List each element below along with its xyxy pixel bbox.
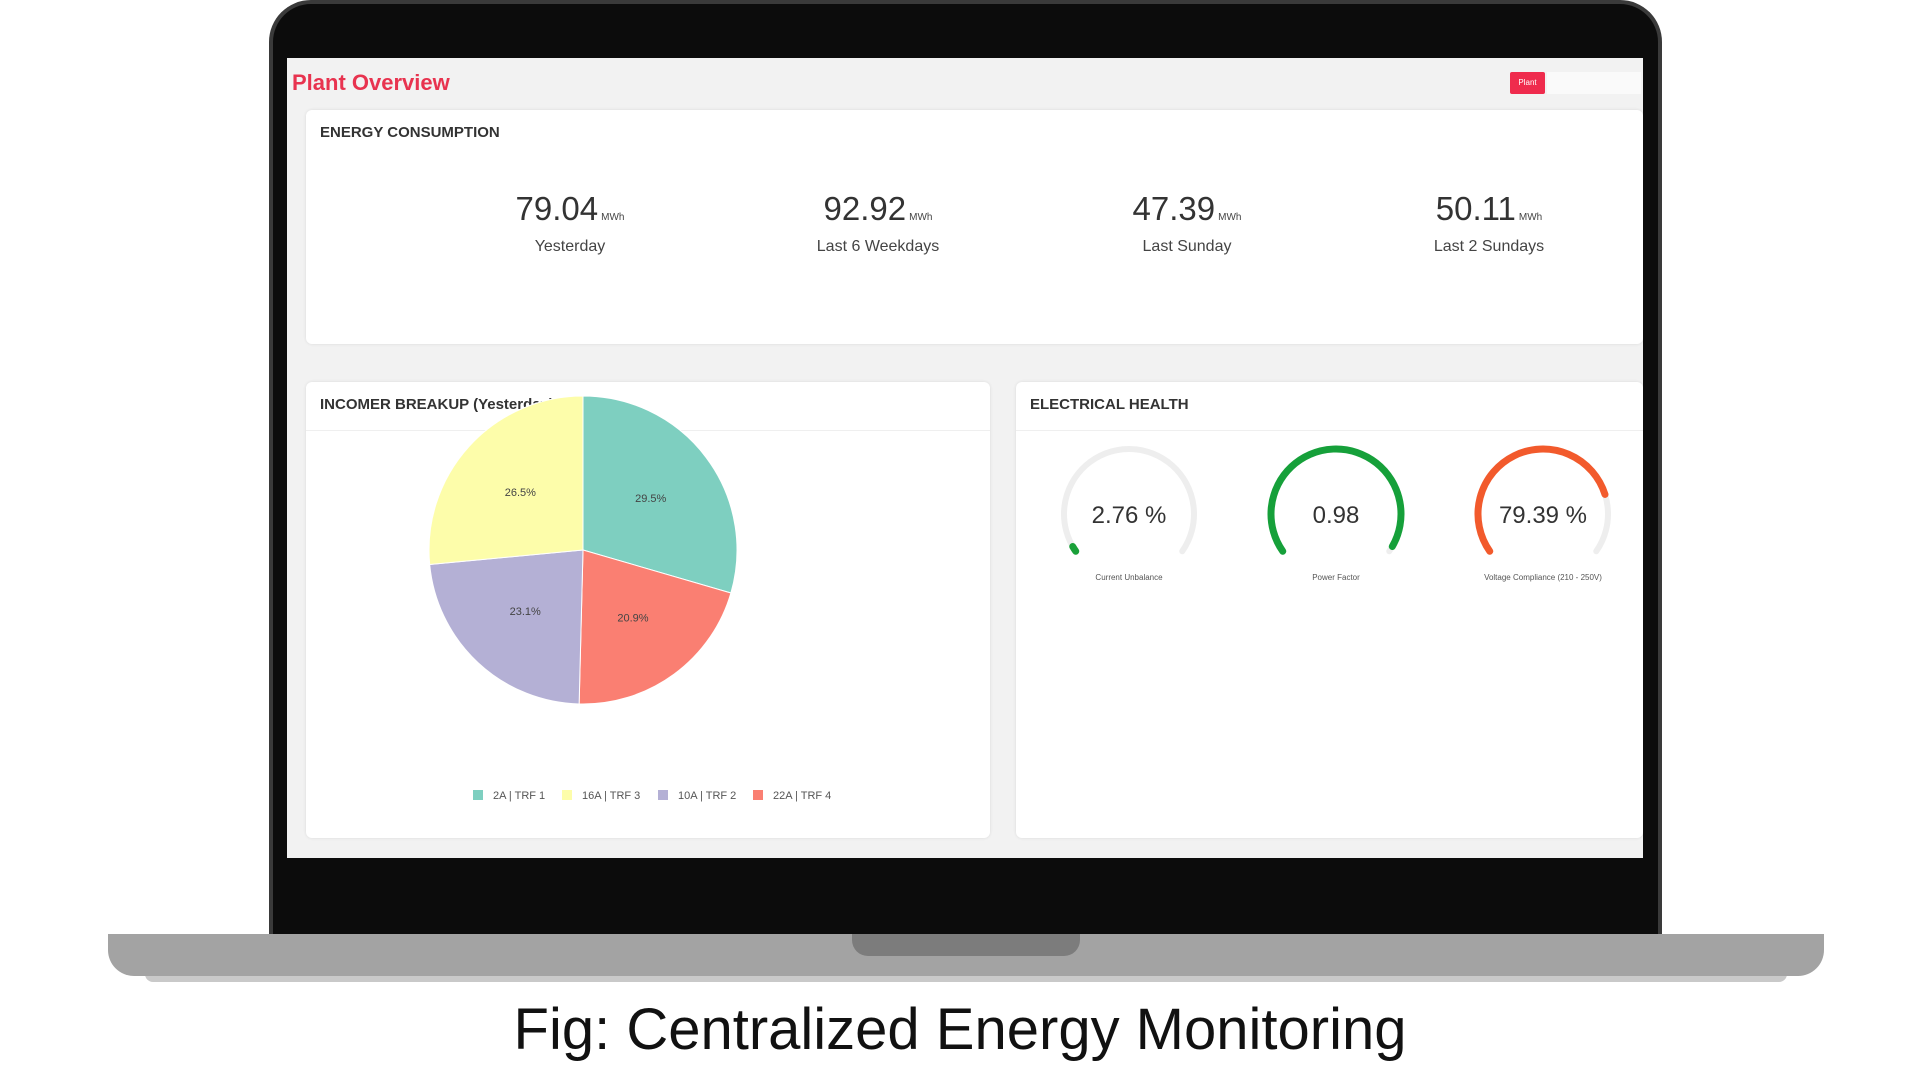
kpi-label: Last Sunday [1142,238,1232,255]
kpi-label: Last 6 Weekdays [816,238,940,255]
gauges-area: 2.76 % Current Unbalance 0.98 Power Factor 7… [1061,445,1611,582]
kpi-unit: MWh [601,212,625,223]
pie-slice-label: 23.1% [510,606,541,618]
pie-slice-16a-trf-3[interactable] [428,395,584,566]
legend-item-10a-trf-2[interactable]: 10A | TRF 2 [658,790,736,802]
pie-slice-2a-trf-1[interactable] [582,395,738,594]
gauge-value: 2.76 % [1092,502,1167,529]
legend-item-22a-trf-4[interactable]: 22A | TRF 4 [753,790,831,802]
electrical-health-title: ELECTRICAL HEALTH [1030,396,1189,413]
kpi-value: 79.04 [515,190,599,227]
kpi-last-sunday: 47.39 MWh Last Sunday [1077,190,1297,256]
legend-item-16a-trf-3[interactable]: 16A | TRF 3 [562,790,640,802]
pie-slice-22a-trf-4[interactable] [578,549,732,705]
legend-label: 16A | TRF 3 [582,790,640,802]
pie-chart: 29.5% 20.9% 23.1% 26.5% 2A | TRF 1 16A | TRF … [428,395,831,802]
laptop-base-shadow [145,974,1787,982]
gauge-fill [1474,445,1609,555]
legend-label: 10A | TRF 2 [678,790,736,802]
figure-caption: Fig: Centralized Energy Monitoring [513,997,1407,1062]
gauge-current-unbalance: 2.76 % Current Unbalance [1061,446,1197,582]
gauge-track [1061,446,1197,555]
gauge-voltage-compliance-210-250v: 79.39 % Voltage Compliance (210 - 250V) [1474,445,1611,582]
gauge-label: Power Factor [1312,573,1360,582]
kpi-last-6-weekdays: 92.92 MWh Last 6 Weekdays [768,190,988,256]
gauge-label: Current Unbalance [1095,573,1163,582]
gauge-label: Voltage Compliance (210 - 250V) [1484,573,1602,582]
electrical-health-card: ELECTRICAL HEALTH 2.76 % Current Unbalanc… [1016,382,1643,838]
kpi-unit: MWh [1218,212,1242,223]
pie-slice-label: 26.5% [505,487,536,499]
pie-slice-label: 20.9% [617,612,648,624]
pie-slice-10a-trf-2[interactable] [429,549,584,705]
kpi-yesterday: 79.04 MWh Yesterday [460,190,680,256]
dashboard-screen: Plant Overview Plant ENERGY CONSUMPTION … [287,58,1643,858]
legend-label: 2A | TRF 1 [493,790,545,802]
legend-swatch [562,790,572,800]
gauge-fill [1267,445,1405,555]
gauge-fill [1069,543,1080,555]
kpi-value: 50.11 [1435,190,1516,227]
gauge-value: 0.98 [1313,502,1360,529]
gauge-value: 79.39 % [1499,502,1587,529]
incomer-breakup-title: INCOMER BREAKUP (Yesterday) [320,396,554,413]
kpi-last-2-sundays: 50.11 MWh Last 2 Sundays [1379,190,1599,256]
plant-select[interactable] [1547,72,1641,94]
energy-consumption-title: ENERGY CONSUMPTION [320,124,500,141]
legend-swatch [658,790,668,800]
legend-swatch [753,790,763,800]
card-divider [1016,430,1643,431]
page-title: Plant Overview [292,70,450,95]
kpi-unit: MWh [1518,212,1543,223]
legend-swatch [473,790,483,800]
kpi-label: Last 2 Sundays [1433,238,1545,255]
incomer-breakup-card: INCOMER BREAKUP (Yesterday) 29.5% 20.9% 23… [306,382,990,838]
kpi-unit: MWh [909,212,933,223]
kpi-value: 47.39 [1132,190,1216,227]
pie-slice-label: 29.5% [635,493,666,505]
kpi-value: 92.92 [823,190,907,227]
legend-label: 22A | TRF 4 [773,790,831,802]
kpi-label: Yesterday [534,238,606,255]
gauge-power-factor: 0.98 Power Factor [1267,445,1405,582]
laptop-notch [852,934,1080,956]
plant-button[interactable]: Plant [1510,72,1545,94]
energy-consumption-card: ENERGY CONSUMPTION 79.04 MWh Yesterday 92… [306,110,1643,344]
legend-item-2a-trf-1[interactable]: 2A | TRF 1 [473,790,545,802]
